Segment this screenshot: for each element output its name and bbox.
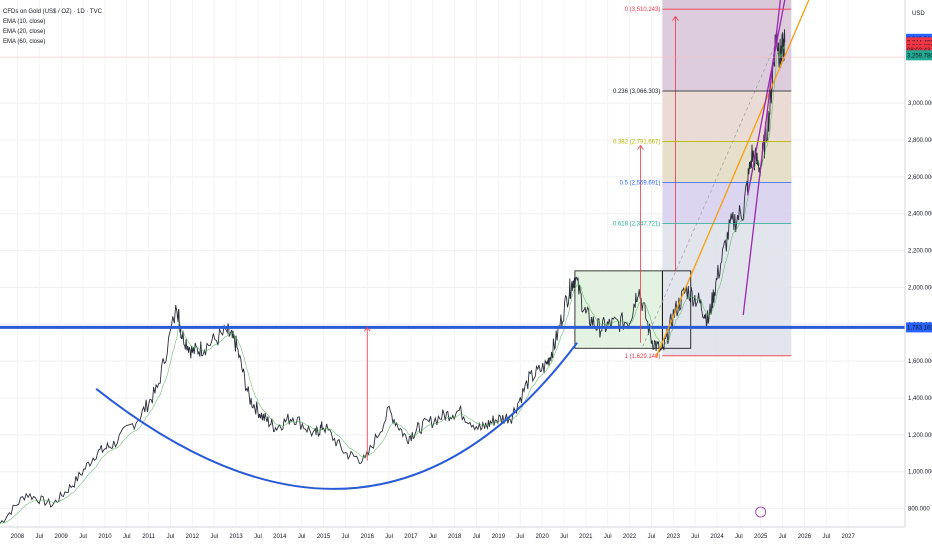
cup-depth-arrow-head	[363, 326, 371, 332]
consolidation-box-right	[661, 270, 692, 349]
grid	[0, 0, 905, 527]
fib-label: 0.236 (3,066.303)	[613, 89, 660, 95]
price-badge-label: 3,259.780	[907, 53, 932, 59]
time-tick-label: Jul	[342, 534, 350, 540]
fib-zone	[662, 0, 792, 10]
price-series	[0, 29, 786, 524]
fib-zone	[662, 141, 792, 183]
time-tick-label: 2024	[710, 534, 724, 540]
time-tick-label: Jul	[385, 534, 393, 540]
time-tick-label: Jul	[779, 534, 787, 540]
fib-label: 1 (1,629.140)	[625, 354, 661, 360]
time-tick-label: Jul	[123, 534, 131, 540]
time-tick-label: 2019	[492, 534, 506, 540]
time-tick-label: 2021	[579, 534, 593, 540]
time-tick-label: 2027	[841, 534, 855, 540]
fib-label: 0.5 (2,569.691)	[620, 180, 661, 186]
trendline-orange	[655, 0, 810, 358]
price-badges: 3,349.5163,344.4993,316.88608:02:433,259…	[906, 33, 932, 333]
fibonacci-lines: 0 (3,510.243) 0.236 (3,066.303) 0.382 (2,7…	[0, 7, 905, 360]
event-marker-icon	[755, 506, 767, 518]
price-axis[interactable]: USD 800.000 1,000.000 1,200.000 1,400.000 1,6…	[904, 0, 932, 527]
trendline-purple-2	[746, 0, 786, 196]
drawings	[0, 0, 905, 490]
time-tick-label: Jul	[254, 534, 262, 540]
price-badge	[906, 45, 932, 56]
time-tick-label: 2018	[448, 534, 462, 540]
time-tick-label: Jul	[79, 534, 87, 540]
time-tick-label: Jul	[691, 534, 699, 540]
price-tick-label: 1,600.000	[908, 359, 932, 365]
price-tick-label: 2,600.000	[908, 175, 932, 181]
fib-zone	[662, 182, 792, 224]
time-tick-label: 2011	[142, 534, 156, 540]
ema-60-label[interactable]: EMA (60, close)	[3, 39, 46, 45]
price-line	[0, 29, 786, 524]
time-axis[interactable]: 2008 Jul 2009 Jul 2010 Jul 2011 Jul 2012 Jul 2013 J…	[0, 506, 905, 540]
time-tick-label: 2015	[317, 534, 331, 540]
time-tick-label: Jul	[604, 534, 612, 540]
dashed-diagonal	[642, 47, 775, 347]
time-tick-label: Jul	[210, 534, 218, 540]
fib-label: 0.618 (2,347.721)	[613, 221, 660, 227]
time-tick-label: Jul	[36, 534, 44, 540]
time-tick-label: 2023	[667, 534, 681, 540]
price-tick-label: 2,200.000	[908, 249, 932, 255]
time-tick-label: 2012	[186, 534, 200, 540]
price-badge-label: 1,783.160	[907, 325, 932, 331]
chart-legend: CFDs on Gold (US$ / OZ) · 1D · TVC EMA (…	[3, 7, 102, 47]
fibonacci-zones	[662, 0, 792, 356]
price-tick-label: 2,400.000	[908, 212, 932, 218]
price-tick-label: 1,000.000	[908, 470, 932, 476]
fib-label: 0 (3,510.243)	[625, 7, 661, 13]
time-tick-label: Jul	[473, 534, 481, 540]
consolidation-box-left	[574, 270, 663, 349]
time-tick-label: Jul	[648, 534, 656, 540]
box-projection-arrow-head	[672, 15, 679, 21]
price-badge	[906, 322, 932, 333]
price-tick-label: 2,000.000	[908, 285, 932, 291]
time-tick-label: 2022	[623, 534, 637, 540]
fib-zone	[662, 9, 792, 91]
time-tick-label: 2016	[361, 534, 375, 540]
currency-label: USD	[912, 11, 925, 17]
time-tick-label: 2010	[98, 534, 112, 540]
fib-zone	[662, 90, 792, 142]
ema-10-label[interactable]: EMA (10, close)	[3, 19, 46, 25]
ema-20-label[interactable]: EMA (20, close)	[3, 29, 46, 35]
ema-line	[0, 45, 786, 524]
fib-label: 0.382 (2,791.667)	[613, 140, 660, 146]
price-tick-label: 800.000	[908, 507, 930, 513]
time-tick-label: 2020	[535, 534, 549, 540]
time-tick-label: Jul	[516, 534, 524, 540]
time-tick-label: Jul	[560, 534, 568, 540]
price-tick-label: 3,000.000	[908, 101, 932, 107]
price-tick-label: 1,400.000	[908, 396, 932, 402]
time-tick-label: Jul	[735, 534, 743, 540]
time-tick-label: 2026	[798, 534, 812, 540]
time-tick-label: Jul	[429, 534, 437, 540]
time-tick-label: 2025	[754, 534, 768, 540]
time-tick-label: 2017	[404, 534, 418, 540]
time-tick-label: Jul	[822, 534, 830, 540]
time-tick-label: 2013	[229, 534, 243, 540]
price-badge	[906, 50, 932, 61]
price-tick-label: 1,200.000	[908, 433, 932, 439]
price-tick-label: 2,800.000	[908, 138, 932, 144]
time-tick-label: 2008	[11, 534, 25, 540]
time-tick-label: Jul	[298, 534, 306, 540]
time-tick-label: Jul	[167, 534, 175, 540]
box-height-arrow-head	[637, 144, 644, 150]
time-tick-label: 2009	[55, 534, 69, 540]
symbol-title[interactable]: CFDs on Gold (US$ / OZ) · 1D · TVC	[3, 9, 102, 15]
cup-curve	[95, 342, 578, 490]
time-tick-label: 2014	[273, 534, 287, 540]
